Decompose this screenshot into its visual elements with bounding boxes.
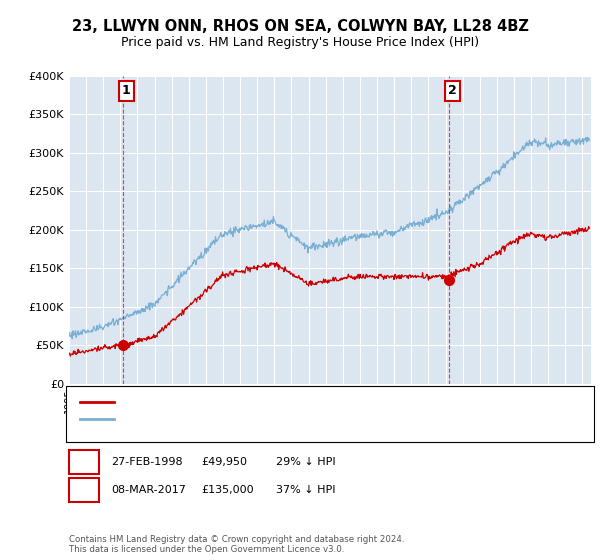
Text: 2: 2	[80, 483, 88, 497]
Text: £135,000: £135,000	[201, 485, 254, 495]
Text: HPI: Average price, detached house, Conwy: HPI: Average price, detached house, Conw…	[120, 414, 348, 424]
Text: 08-MAR-2017: 08-MAR-2017	[111, 485, 186, 495]
Text: Contains HM Land Registry data © Crown copyright and database right 2024.
This d: Contains HM Land Registry data © Crown c…	[69, 535, 404, 554]
Text: 23, LLWYN ONN, RHOS ON SEA, COLWYN BAY, LL28 4BZ: 23, LLWYN ONN, RHOS ON SEA, COLWYN BAY, …	[71, 20, 529, 34]
Text: 2: 2	[448, 85, 457, 97]
Text: 1: 1	[122, 85, 131, 97]
Text: 1: 1	[80, 455, 88, 469]
Text: 37% ↓ HPI: 37% ↓ HPI	[276, 485, 335, 495]
Text: 23, LLWYN ONN, RHOS ON SEA, COLWYN BAY, LL28 4BZ (detached house): 23, LLWYN ONN, RHOS ON SEA, COLWYN BAY, …	[120, 396, 505, 407]
Text: £49,950: £49,950	[201, 457, 247, 467]
Text: 27-FEB-1998: 27-FEB-1998	[111, 457, 182, 467]
Text: 29% ↓ HPI: 29% ↓ HPI	[276, 457, 335, 467]
Text: Price paid vs. HM Land Registry's House Price Index (HPI): Price paid vs. HM Land Registry's House …	[121, 36, 479, 49]
